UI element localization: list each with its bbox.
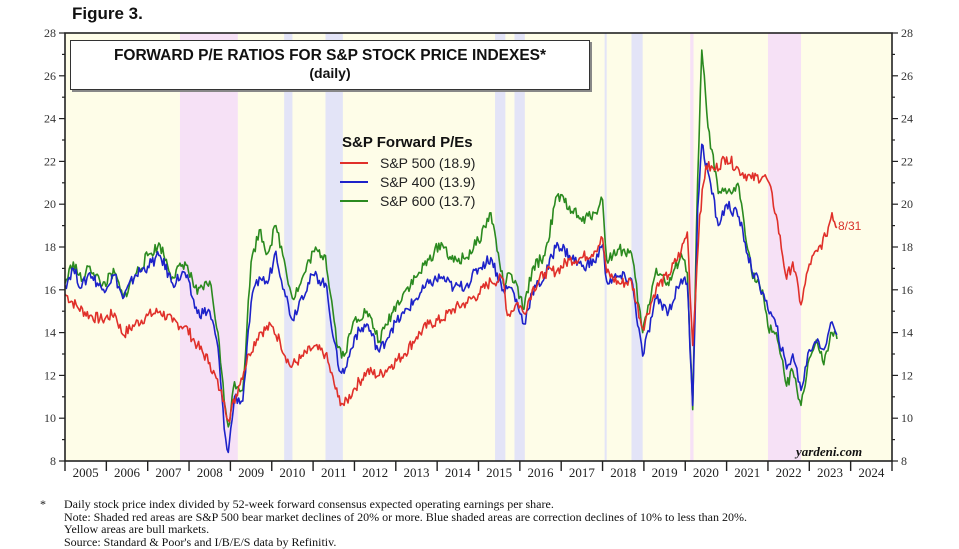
y-tick-label-right: 8: [901, 454, 907, 468]
legend-item-sp600: S&P 600 (13.7): [340, 191, 475, 210]
y-tick-label-left: 20: [44, 197, 56, 211]
y-tick-label-right: 10: [901, 411, 913, 425]
y-tick-label-left: 10: [44, 411, 56, 425]
correction-shade: [325, 33, 343, 461]
bear-market-shade: [767, 33, 802, 461]
footnote-line-1: Daily stock price index divided by 52-we…: [64, 497, 554, 511]
bear-market-shade: [179, 33, 238, 461]
x-tick-label: 2011: [321, 465, 347, 480]
legend-title: S&P Forward P/Es: [342, 134, 473, 151]
x-tick-label: 2016: [528, 465, 555, 480]
figure-label: Figure 3.: [72, 4, 143, 23]
y-tick-label-left: 18: [44, 240, 56, 254]
x-tick-label: 2008: [197, 465, 223, 480]
x-tick-label: 2013: [403, 465, 429, 480]
x-tick-label: 2023: [817, 465, 843, 480]
legend-swatch-sp600: [340, 199, 368, 202]
legend-item-sp400: S&P 400 (13.9): [340, 172, 475, 191]
y-tick-label-left: 8: [50, 454, 56, 468]
end-date-label: 8/31: [838, 219, 862, 233]
legend-label-sp500: S&P 500 (18.9): [380, 154, 476, 171]
x-tick-label: 2005: [73, 465, 99, 480]
y-tick-label-right: 18: [901, 240, 913, 254]
correction-shade: [284, 33, 293, 461]
footnote-line-3: Yellow areas are bull markets.: [64, 522, 210, 536]
chart-title: FORWARD P/E RATIOS FOR S&P STOCK PRICE I…: [113, 47, 547, 64]
y-tick-label-left: 14: [44, 326, 56, 340]
legend: S&P Forward P/Es S&P 500 (18.9) S&P 400 …: [340, 134, 475, 210]
legend-swatch-sp500: [340, 161, 368, 164]
legend-item-sp500: S&P 500 (18.9): [340, 153, 475, 172]
x-tick-label: 2021: [734, 465, 760, 480]
x-tick-label: 2024: [858, 465, 885, 480]
y-tick-label-right: 28: [901, 26, 913, 40]
x-tick-label: 2022: [776, 465, 802, 480]
x-tick-label: 2017: [569, 465, 596, 480]
y-tick-label-right: 12: [901, 368, 913, 382]
series-line-s-p-600: [64, 49, 838, 428]
footnote-star: *: [40, 497, 46, 511]
bear-market-shade: [690, 33, 694, 461]
y-tick-label-left: 26: [44, 69, 56, 83]
footnote-line-4: Source: Standard & Poor's and I/B/E/S da…: [64, 534, 337, 549]
legend-label-sp600: S&P 600 (13.7): [380, 192, 476, 209]
footnotes: * Daily stock price index divided by 52-…: [40, 498, 747, 548]
y-tick-label-right: 26: [901, 69, 913, 83]
y-tick-label-left: 16: [44, 283, 56, 297]
x-tick-label: 2009: [238, 465, 264, 480]
series-lines: [64, 49, 838, 454]
chart-subtitle: (daily): [309, 65, 351, 81]
series-line-s-p-500: [64, 155, 838, 423]
x-tick-label: 2006: [114, 465, 141, 480]
footnote-line-2: Note: Shaded red areas are S&P 500 bear …: [64, 509, 747, 524]
correction-shade: [631, 33, 643, 461]
y-tick-label-right: 16: [901, 283, 913, 297]
chart-title-box: FORWARD P/E RATIOS FOR S&P STOCK PRICE I…: [70, 40, 590, 90]
y-tick-label-left: 12: [44, 368, 56, 382]
x-tick-label: 2007: [155, 465, 182, 480]
shaded-regions: [179, 33, 802, 461]
y-tick-label-right: 20: [901, 197, 913, 211]
watermark: yardeni.com: [796, 444, 863, 459]
x-tick-label: 2020: [693, 465, 719, 480]
x-tick-label: 2018: [610, 465, 636, 480]
x-tick-label: 2014: [445, 465, 472, 480]
correction-shade: [514, 33, 525, 461]
y-tick-label-left: 24: [44, 112, 56, 126]
x-tick-label: 2019: [652, 465, 678, 480]
x-tick-label: 2012: [362, 465, 388, 480]
correction-shade: [495, 33, 506, 461]
y-tick-label-right: 22: [901, 154, 913, 168]
y-tick-label-right: 14: [901, 326, 913, 340]
y-tick-label-left: 22: [44, 154, 56, 168]
y-tick-label-right: 24: [901, 112, 913, 126]
legend-swatch-sp400: [340, 180, 368, 183]
y-tick-label-left: 28: [44, 26, 56, 40]
x-tick-label: 2010: [279, 465, 305, 480]
x-tick-label: 2015: [486, 465, 512, 480]
legend-label-sp400: S&P 400 (13.9): [380, 173, 476, 190]
